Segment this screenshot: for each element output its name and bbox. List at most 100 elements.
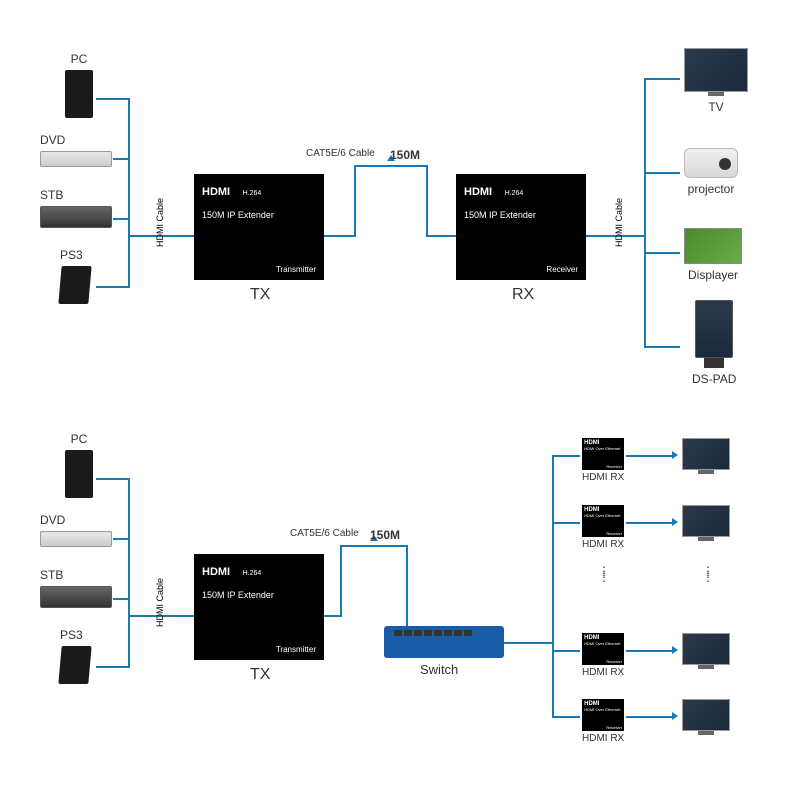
loop-top [354, 165, 426, 167]
arrow-rx1 [672, 451, 678, 459]
rx-ext: 150M IP Extender [464, 210, 578, 220]
source-pc-2: PC [65, 432, 93, 498]
source-pc: PC [65, 52, 93, 118]
rx-role: Receiver [546, 265, 578, 274]
source-ps3-2: PS3 [60, 628, 90, 684]
source-stb-2: STB [40, 568, 112, 608]
spur-rx2 [552, 522, 580, 524]
switch-out [504, 642, 552, 644]
loop2-top [340, 545, 406, 547]
rx-label-1: HDMI RX [582, 472, 624, 483]
rx-box-top: HDMI H.264 150M IP Extender Receiver [456, 174, 586, 280]
switch-ports [394, 630, 472, 636]
spur-pc-2 [96, 478, 130, 480]
spur-pc [96, 98, 130, 100]
pc-label: PC [71, 52, 88, 66]
hdmi-rx-3: HDMI HDMI Over Ethernet Receiver HDMI RX [582, 633, 624, 678]
mini-line-4: HDMI Over Ethernet [584, 707, 622, 712]
switch-label: Switch [420, 662, 458, 677]
arrow-rx2 [672, 518, 678, 526]
mini-role-4: Receiver [606, 725, 622, 730]
rx4-to-tv [626, 716, 674, 718]
hdmi-rx-2: HDMI HDMI Over Ethernet Receiver HDMI RX [582, 505, 624, 550]
spur-tv [644, 78, 680, 80]
tv-label: TV [708, 100, 723, 114]
loop-up-2 [426, 165, 428, 237]
spur-ps3-2 [96, 666, 130, 668]
ellipsis-right: ⋮⋮ [702, 568, 714, 580]
tx-out-2 [324, 615, 340, 617]
mini-role-1: Receiver [606, 464, 622, 469]
source-ps3: PS3 [60, 248, 90, 304]
display-dspad: DS-PAD [692, 300, 736, 386]
tx-out [324, 235, 354, 237]
disp-label: Displayer [688, 268, 738, 282]
mini-line-2: HDMI Over Ethernet [584, 513, 622, 518]
ps3-label: PS3 [60, 248, 83, 262]
hdmi-rx-4: HDMI HDMI Over Ethernet Receiver HDMI RX [582, 699, 624, 744]
tx-logo: HDMI [202, 186, 230, 198]
rx1-to-tv [626, 455, 674, 457]
display-displayer: Displayer [684, 228, 742, 282]
dspad-label: DS-PAD [692, 372, 736, 386]
spur-rx4 [552, 716, 580, 718]
mini-role-2: Receiver [606, 531, 622, 536]
stb-label: STB [40, 188, 63, 202]
tv-out-1 [682, 438, 730, 474]
ellipsis-left: ⋮⋮ [598, 568, 610, 580]
spur-proj [644, 172, 680, 174]
tx-ext: 150M IP Extender [202, 210, 316, 220]
tx-caption: TX [250, 286, 270, 304]
spur-ps3 [96, 286, 130, 288]
rx-codec: H.264 [505, 190, 524, 197]
proj-label: projector [688, 182, 735, 196]
spur-dspad [644, 346, 680, 348]
mini-role-3: Receiver [606, 659, 622, 664]
bus-right-top [644, 78, 646, 348]
loop2-up1 [340, 545, 342, 617]
pc-label-2: PC [71, 432, 88, 446]
rx-caption: RX [512, 286, 534, 304]
cat-len-2: 150M [370, 528, 400, 542]
source-dvd: DVD [40, 133, 112, 167]
bus-left-top [128, 98, 130, 288]
bus-left-bot [128, 478, 130, 668]
tx-role: Transmitter [276, 265, 316, 274]
loop2-up2 [406, 545, 408, 628]
display-projector: projector [684, 148, 738, 196]
hdmi-rx-1: HDMI HDMI Over Ethernet Receiver HDMI RX [582, 438, 624, 483]
bus-right-bot [552, 455, 554, 717]
source-stb: STB [40, 188, 112, 228]
cat-len-1: 150M [390, 148, 420, 162]
tv-out-3 [682, 633, 730, 669]
rx-logo: HDMI [464, 186, 492, 198]
hdmi-cable-label-1: HDMI Cable [155, 198, 165, 247]
tx-box-top: HDMI H.264 150M IP Extender Transmitter [194, 174, 324, 280]
tx-ext-2: 150M IP Extender [202, 590, 316, 600]
spur-stb [113, 218, 130, 220]
spur-dvd-2 [113, 538, 130, 540]
dvd-label: DVD [40, 133, 65, 147]
spur-dvd [113, 158, 130, 160]
tx-codec-2: H.264 [243, 570, 262, 577]
tx-logo-2: HDMI [202, 566, 230, 578]
mini-line-3: HDMI Over Ethernet [584, 641, 622, 646]
rx-label-2: HDMI RX [582, 539, 624, 550]
rx-label-4: HDMI RX [582, 733, 624, 744]
tx-caption-2: TX [250, 666, 270, 684]
arrow-rx3 [672, 646, 678, 654]
loop-up-1 [354, 165, 356, 237]
tv-out-4 [682, 699, 730, 735]
rx2-to-tv [626, 522, 674, 524]
tv-out-2 [682, 505, 730, 541]
spur-stb-2 [113, 598, 130, 600]
cat-label-2: CAT5E/6 Cable [290, 528, 359, 539]
spur-rx1 [552, 455, 580, 457]
rx-label-3: HDMI RX [582, 667, 624, 678]
stb-label-2: STB [40, 568, 63, 582]
rx3-to-tv [626, 650, 674, 652]
dvd-label-2: DVD [40, 513, 65, 527]
rx-in [426, 235, 456, 237]
arrow-rx4 [672, 712, 678, 720]
spur-rx3 [552, 650, 580, 652]
